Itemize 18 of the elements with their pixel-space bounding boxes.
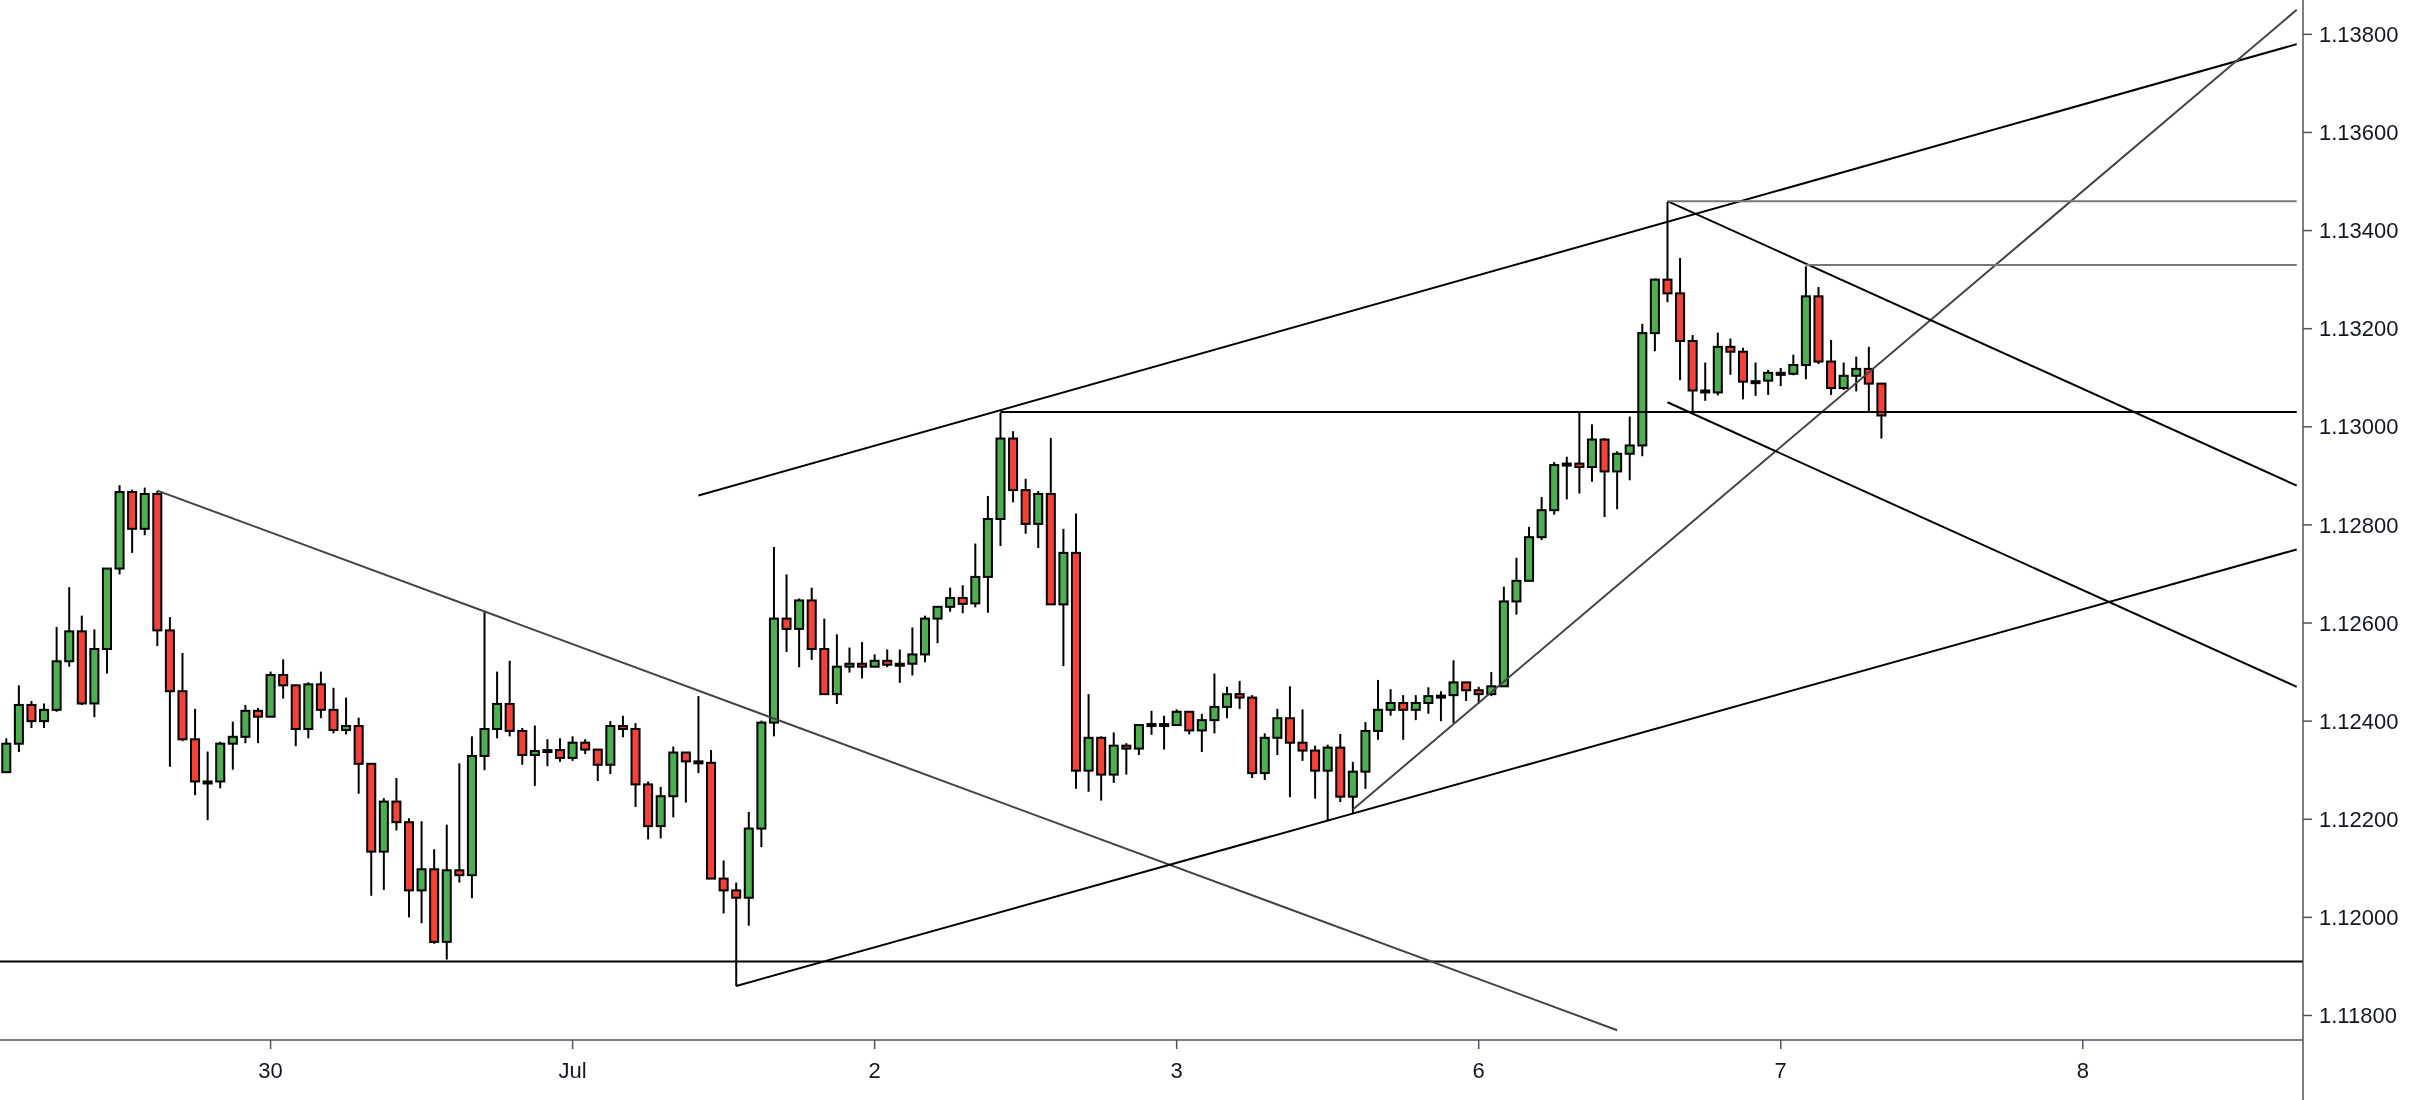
y-tick-label: 1.12400 xyxy=(2319,708,2399,734)
x-tick-label: 7 xyxy=(1774,1058,1787,1083)
y-tick-label: 1.13200 xyxy=(2319,316,2399,342)
y-tick-label: 1.12800 xyxy=(2319,512,2399,538)
x-tick-label: Jul xyxy=(558,1058,587,1083)
y-tick-label: 1.12000 xyxy=(2319,905,2399,931)
y-tick-label: 1.13800 xyxy=(2319,22,2399,48)
y-tick-label: 1.13000 xyxy=(2319,414,2399,440)
x-tick-label: 2 xyxy=(868,1058,881,1083)
x-tick-label: 3 xyxy=(1170,1058,1183,1083)
x-tick-label: 8 xyxy=(2076,1058,2089,1083)
y-tick-label: 1.12200 xyxy=(2319,806,2399,832)
y-tick-label: 1.13400 xyxy=(2319,218,2399,244)
y-tick-label: 1.12600 xyxy=(2319,610,2399,636)
y-tick-label: 1.11800 xyxy=(2319,1003,2397,1029)
x-tick-label: 30 xyxy=(258,1058,283,1083)
y-tick-label: 1.13600 xyxy=(2319,120,2399,146)
x-tick-label: 6 xyxy=(1472,1058,1485,1083)
